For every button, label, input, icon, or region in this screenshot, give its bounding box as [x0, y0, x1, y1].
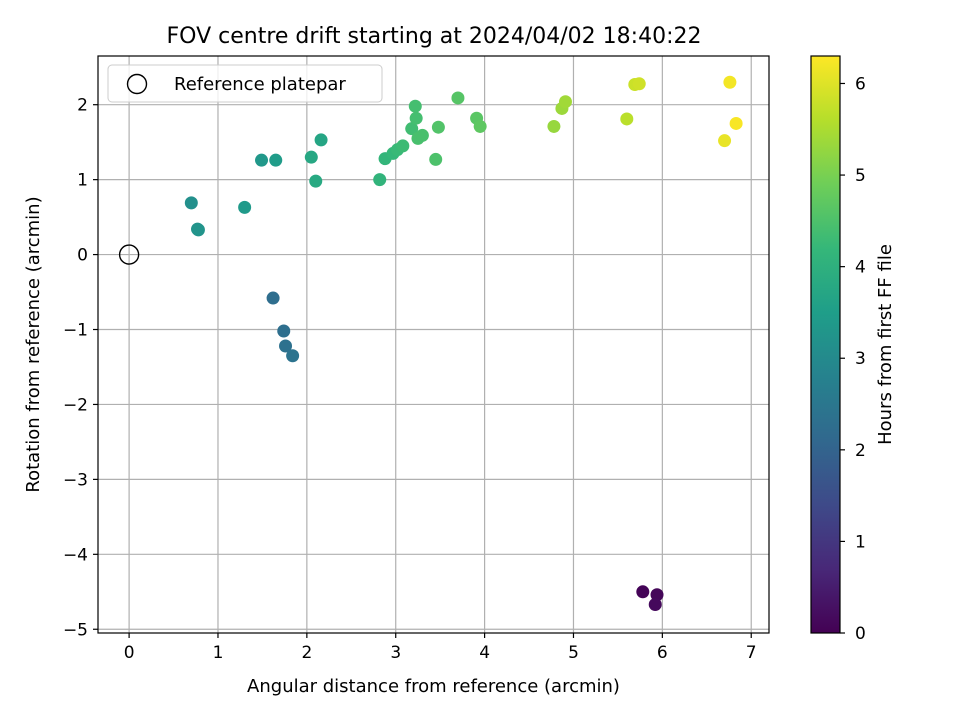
x-axis-label: Angular distance from reference (arcmin)	[247, 676, 620, 697]
y-axis-label: Rotation from reference (arcmin)	[23, 196, 44, 492]
data-point	[309, 174, 323, 188]
y-tick-label: −3	[63, 470, 88, 490]
data-point	[547, 119, 561, 133]
y-tick-label: −4	[63, 545, 88, 565]
x-tick-label: 1	[213, 643, 224, 663]
colorbar-tick-label: 3	[855, 349, 866, 369]
colorbar-tick-label: 2	[855, 441, 866, 461]
data-point	[650, 588, 664, 602]
legend: Reference platepar	[107, 64, 383, 103]
data-point	[431, 120, 445, 134]
data-point	[632, 77, 646, 91]
reference-platepar-marker	[118, 244, 140, 265]
colorbar-tick-label: 4	[855, 258, 866, 278]
colorbar-frame	[810, 55, 841, 634]
x-tick-label: 7	[746, 643, 757, 663]
data-point	[373, 173, 387, 187]
y-tick-label: 1	[77, 171, 88, 191]
data-point	[558, 95, 572, 109]
data-point	[304, 150, 318, 164]
colorbar-tick-label: 5	[855, 166, 866, 186]
colorbar-tick-label: 6	[855, 74, 866, 94]
data-point	[473, 119, 487, 133]
legend-marker	[126, 73, 148, 95]
data-point	[184, 196, 198, 210]
data-point	[648, 598, 662, 612]
data-point	[718, 134, 732, 148]
y-tick-label: −2	[63, 395, 88, 415]
colorbar: 0 1 2 3 4 5 6 Hours from first FF file	[810, 55, 896, 644]
y-tick-label: 0	[77, 246, 88, 266]
colorbar-tick-label: 0	[855, 624, 866, 644]
data-point	[314, 133, 328, 147]
data-point	[729, 116, 743, 130]
data-point	[409, 111, 423, 125]
plot-area: 0 1 2 3 4 5 6 7 −5 −4 −3 −2 −1 0 1 2 Angular distance fr…	[23, 55, 770, 697]
colorbar-label: Hours from first FF file	[875, 244, 896, 445]
data-point	[277, 324, 291, 338]
data-point	[415, 128, 429, 142]
data-point	[396, 139, 410, 153]
data-point	[269, 153, 283, 167]
data-point	[286, 349, 300, 363]
data-point	[620, 112, 634, 126]
chart-title: FOV centre drift starting at 2024/04/02 …	[167, 24, 702, 49]
x-tick-label: 3	[390, 643, 401, 663]
x-tick-label: 4	[479, 643, 490, 663]
data-point	[429, 152, 443, 166]
y-tick-label: 2	[77, 96, 88, 116]
colorbar-tick-label: 1	[855, 532, 866, 552]
data-point	[723, 75, 737, 89]
data-point	[279, 339, 293, 353]
colorbar-gradient	[811, 56, 840, 633]
data-point	[405, 122, 419, 136]
x-tick-label: 5	[568, 643, 579, 663]
axes-frame	[97, 55, 770, 634]
x-tick-label: 0	[124, 643, 135, 663]
data-point	[451, 91, 465, 105]
legend-box	[107, 64, 383, 103]
y-tick-label: −1	[63, 321, 88, 341]
data-point	[636, 585, 650, 599]
data-point	[191, 223, 205, 237]
data-point	[408, 99, 422, 113]
legend-entry: Reference platepar	[174, 74, 346, 95]
data-point	[238, 200, 252, 214]
y-tick-label: −5	[63, 620, 88, 640]
data-point	[255, 153, 269, 167]
x-tick-label: 6	[657, 643, 668, 663]
x-tick-label: 2	[301, 643, 312, 663]
data-point	[266, 291, 280, 305]
